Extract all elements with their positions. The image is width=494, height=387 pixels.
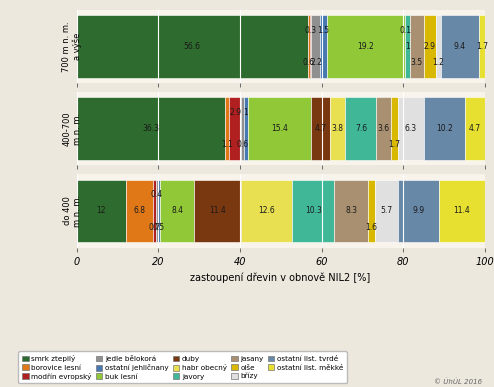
Text: 12.6: 12.6 (258, 206, 275, 216)
Bar (158, 180, 160, 242)
Text: 1.1: 1.1 (221, 140, 233, 149)
Text: 1: 1 (405, 42, 410, 51)
Text: 56.6: 56.6 (184, 42, 201, 51)
Bar (436, 15, 441, 78)
Text: 0.4: 0.4 (151, 190, 163, 199)
Text: 0.3: 0.3 (305, 26, 317, 35)
Bar (308, 15, 310, 78)
Text: 10.2: 10.2 (436, 124, 453, 133)
Text: 8.3: 8.3 (345, 206, 357, 216)
Text: 11.4: 11.4 (453, 206, 470, 216)
Bar (77, 98, 225, 160)
Legend: smrk ztepilý, borovice lesní, modřín evropský, jedle bělokorá, ostatní jehličnan: smrk ztepilý, borovice lesní, modřín evr… (18, 351, 347, 384)
Bar (77, 15, 308, 78)
Text: 2.9: 2.9 (229, 108, 241, 117)
Bar (194, 180, 241, 242)
Text: 9.4: 9.4 (453, 42, 466, 51)
Text: 3.5: 3.5 (411, 58, 423, 67)
Text: 8.4: 8.4 (171, 206, 183, 216)
Bar (465, 98, 485, 160)
Bar (153, 180, 156, 242)
Bar (327, 15, 405, 78)
Bar (368, 180, 375, 242)
Text: © ÚhÚL 2016: © ÚhÚL 2016 (434, 378, 482, 385)
Text: 0.5: 0.5 (153, 223, 165, 231)
Text: 0.6: 0.6 (303, 58, 315, 67)
Text: 6.3: 6.3 (405, 124, 417, 133)
Bar (229, 98, 241, 160)
Bar (160, 180, 194, 242)
Bar (398, 180, 439, 242)
Text: 1: 1 (244, 108, 248, 117)
Text: 1.6: 1.6 (366, 223, 377, 231)
Bar (439, 180, 485, 242)
Bar (225, 98, 229, 160)
Bar (244, 98, 248, 160)
Text: 3.6: 3.6 (378, 124, 390, 133)
Bar (241, 98, 244, 160)
Text: 15.4: 15.4 (271, 124, 288, 133)
Bar (321, 15, 327, 78)
Bar (292, 180, 334, 242)
Text: 12: 12 (96, 206, 106, 216)
Text: 4.7: 4.7 (314, 124, 327, 133)
Bar (375, 180, 398, 242)
Bar (345, 98, 376, 160)
Bar (410, 15, 424, 78)
Bar (311, 98, 330, 160)
Bar (77, 180, 125, 242)
Text: 11.4: 11.4 (209, 206, 226, 216)
Bar (406, 15, 410, 78)
Text: 5.7: 5.7 (380, 206, 393, 216)
Bar (241, 180, 292, 242)
Bar (330, 98, 345, 160)
Text: 1.2: 1.2 (432, 58, 444, 67)
Bar (376, 98, 391, 160)
Text: 36.3: 36.3 (142, 124, 159, 133)
Text: 7.6: 7.6 (355, 124, 367, 133)
Text: 6.8: 6.8 (133, 206, 146, 216)
Bar (312, 15, 321, 78)
Text: 0.6: 0.6 (236, 140, 248, 149)
Text: 1.7: 1.7 (476, 42, 489, 51)
Bar (479, 15, 486, 78)
Text: 2.2: 2.2 (310, 58, 322, 67)
Text: 0.1: 0.1 (399, 26, 411, 35)
Bar (334, 180, 368, 242)
Text: 2.9: 2.9 (424, 42, 436, 51)
Bar (310, 15, 312, 78)
Text: 1.5: 1.5 (318, 26, 329, 35)
Bar (441, 15, 479, 78)
Text: 19.2: 19.2 (358, 42, 374, 51)
Bar (156, 180, 158, 242)
Bar (125, 180, 153, 242)
Text: 1.7: 1.7 (389, 140, 401, 149)
Bar (248, 98, 311, 160)
Bar (424, 15, 436, 78)
Text: zastoupení dřevin v obnově NIL2 [%]: zastoupení dřevin v obnově NIL2 [%] (191, 273, 370, 283)
Text: 3.8: 3.8 (331, 124, 344, 133)
Bar (424, 98, 465, 160)
Text: 9.9: 9.9 (412, 206, 424, 216)
Text: 4.7: 4.7 (469, 124, 481, 133)
Text: 0.7: 0.7 (149, 223, 161, 231)
Text: 10.3: 10.3 (305, 206, 322, 216)
Bar (391, 98, 398, 160)
Bar (398, 98, 424, 160)
